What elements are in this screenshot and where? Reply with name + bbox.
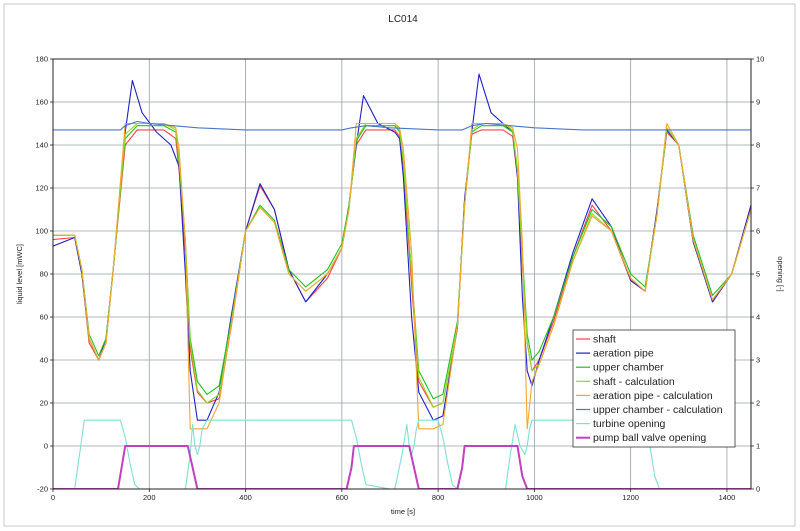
y2-tick-label: 0 [756, 485, 760, 494]
y2-tick-label: 7 [756, 184, 760, 193]
y2-tick-label: 8 [756, 141, 760, 150]
series-line-shaft [53, 129, 751, 408]
legend: shaft aeration pipe upper chamber shaft - c… [572, 329, 736, 448]
legend-entry: aeration pipe - calculation [593, 390, 713, 402]
legend-entry: aeration pipe [593, 348, 654, 360]
series-line-upper-chamber [53, 125, 751, 400]
y2-tick-label: 4 [756, 313, 760, 322]
y-tick-label: 120 [35, 184, 48, 193]
y2-axis-ticks: 0 1 2 3 4 5 6 7 8 9 10 [751, 55, 764, 494]
legend-entry: pump ball valve opening [593, 432, 706, 444]
x-tick-label: 1400 [719, 493, 736, 502]
y-tick-label: 20 [40, 399, 48, 408]
legend-box [572, 329, 736, 448]
legend-entry: upper chamber - calculation [593, 404, 723, 416]
y-tick-label: 40 [40, 356, 48, 365]
y2-tick-label: 9 [756, 98, 760, 107]
chart-frame [3, 3, 796, 527]
series-line-aeration-pipe [53, 73, 751, 421]
legend-entry: turbine opening [593, 418, 666, 430]
y-axis-ticks: -20 0 20 40 60 80 100 120 140 160 180 [35, 55, 53, 494]
y2-tick-label: 2 [756, 399, 760, 408]
x-tick-label: 600 [336, 493, 349, 502]
y-tick-label: 60 [40, 313, 48, 322]
y2-tick-label: 6 [756, 227, 760, 236]
series-line-turbine-opening [53, 419, 751, 489]
y-tick-label: 160 [35, 98, 48, 107]
series-line-aeration-pipe-calculation [53, 122, 751, 430]
x-axis-ticks: 0 200 400 600 800 1000 1200 1400 [51, 489, 735, 502]
x-tick-label: 1000 [526, 493, 543, 502]
y2-tick-label: 1 [756, 442, 760, 451]
x-tick-label: 800 [432, 493, 445, 502]
series-layer [53, 73, 751, 489]
legend-entry: shaft [593, 334, 616, 346]
series-line-upper-chamber-calculation [53, 120, 751, 131]
y2-tick-label: 3 [756, 356, 760, 365]
series-line-pump-ball-valve-opening [53, 445, 751, 489]
y-tick-label: 180 [35, 55, 48, 64]
x-tick-label: 400 [239, 493, 252, 502]
y2-tick-label: 10 [756, 55, 764, 64]
chart-title: LC014 [388, 14, 418, 25]
y-tick-label: 100 [35, 227, 48, 236]
y2-tick-label: 5 [756, 270, 760, 279]
x-tick-label: 1200 [622, 493, 639, 502]
y-tick-label: 140 [35, 141, 48, 150]
y-tick-label: 0 [44, 442, 48, 451]
x-tick-label: 0 [51, 493, 55, 502]
y-axis-label: liquid level [mWC] [15, 244, 24, 304]
legend-entry: shaft - calculation [593, 376, 675, 388]
x-tick-label: 200 [143, 493, 156, 502]
x-axis-label: time [s] [391, 507, 415, 516]
y-tick-label: 80 [40, 270, 48, 279]
y-tick-label: -20 [37, 485, 48, 494]
legend-entry: upper chamber [593, 362, 664, 374]
y2-axis-label: opening [-] [776, 256, 785, 291]
